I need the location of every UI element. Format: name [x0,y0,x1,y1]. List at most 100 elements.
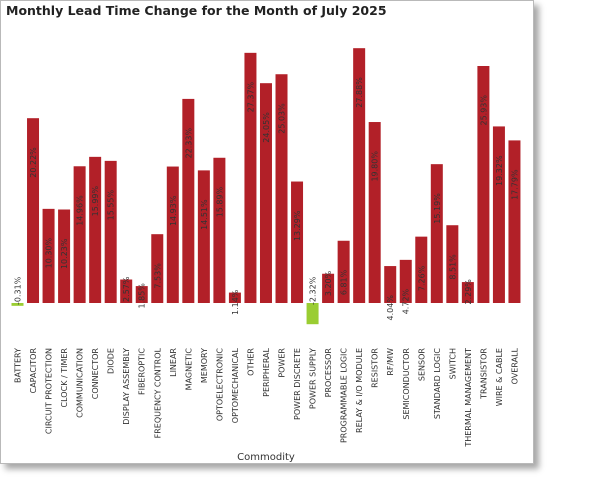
category-label-power-discrete: POWER DISCRETE [293,348,302,420]
data-label-linear: 14.93% [169,195,178,226]
data-label-magnetic: 22.33% [184,128,193,159]
bar-relay-i-o-module [353,48,366,304]
category-label-semiconductor: SEMICONDUCTOR [402,348,411,420]
chart-title: Monthly Lead Time Change for the Month o… [6,3,387,18]
data-label-optoelectronic: 15.89% [215,186,224,217]
category-label-power: POWER [278,348,287,378]
category-label-circuit-protection: CIRCUIT PROTECTION [45,348,54,434]
data-label-fiberoptic: 1.85% [138,283,147,309]
category-label-overall: OVERALL [510,347,519,384]
category-label-linear: LINEAR [169,348,178,377]
data-label-overall: 17.79% [510,169,519,200]
bar-optoelectronic [213,157,226,303]
category-label-optomechanical: OPTOMECHANICAL [231,347,240,423]
category-label-standard-logic: STANDARD LOGIC [433,348,442,420]
category-label-relay-i-o-module: RELAY & I/O MODULE [355,348,364,433]
bar-wire-cable [492,126,505,303]
category-label-connector: CONNECTOR [91,348,100,400]
bar-power [275,74,288,303]
data-label-communication: 14.96% [76,195,85,226]
bar-thermal-management [461,282,474,303]
bar-standard-logic [430,164,443,303]
data-label-peripheral: 24.05% [262,112,271,143]
bar-rf-mw [384,266,397,303]
data-label-switch: 8.51% [448,254,457,280]
bar-frequency-control [151,234,164,303]
bar-battery [11,303,24,306]
category-label-fiberoptic: FIBEROPTIC [138,348,147,395]
category-label-thermal-management: THERMAL MANAGEMENT [464,348,473,448]
category-label-clock-timer: CLOCK / TIMER [60,348,69,408]
bar-circuit-protection [42,208,55,303]
category-label-memory: MEMORY [200,348,209,383]
category-label-other: OTHER [246,348,255,376]
data-label-diode: 15.55% [107,189,116,220]
data-label-circuit-protection: 10.30% [45,237,54,268]
data-label-resistor: 19.80% [371,151,380,182]
category-label-magnetic: MAGNETIC [184,348,193,391]
data-label-semiconductor: 4.72% [402,288,411,314]
data-label-power-supply: -2.32% [309,276,318,305]
bar-processor [322,273,335,303]
data-label-sensor: 7.26% [417,265,426,291]
data-label-battery: -0.31% [14,276,23,305]
bar-power-supply [306,303,319,325]
bar-power-discrete [291,181,304,303]
bar-diode [104,160,117,303]
data-label-wire-cable: 19.32% [495,155,504,186]
category-label-battery: BATTERY [14,348,23,383]
bar-other [244,52,257,304]
data-label-other: 27.37% [246,81,255,112]
bar-transistor [477,66,490,303]
category-label-processor: PROCESSOR [324,348,333,398]
category-label-programmable-logic: PROGRAMMABLE LOGIC [340,348,349,443]
category-label-transistor: TRANSISTOR [479,348,488,400]
bar-switch [446,225,459,303]
data-label-processor: 3.20% [324,270,333,296]
data-label-power: 25.03% [278,103,287,134]
bar-display-assembly [120,279,133,303]
data-label-transistor: 25.93% [479,95,488,126]
bar-semiconductor [399,259,412,303]
x-axis-title: Commodity [237,452,295,463]
category-label-diode: DIODE [107,348,116,374]
category-label-optoelectronic: OPTOELECTRONIC [215,348,224,422]
data-label-display-assembly: 2.57% [122,276,131,302]
category-label-display-assembly: DISPLAY ASSEMBLY [122,348,131,425]
data-label-thermal-management: 2.29% [464,279,473,305]
category-label-resistor: RESISTOR [371,348,380,388]
category-label-peripheral: PERIPHERAL [262,347,271,396]
category-label-sensor: SENSOR [417,348,426,381]
data-label-connector: 15.99% [91,185,100,216]
data-label-frequency-control: 7.53% [153,263,162,289]
category-label-rf-mw: RF/MW [386,348,395,376]
bar-peripheral [259,83,272,304]
bar-sensor [415,236,428,303]
category-label-power-supply: POWER SUPPLY [309,348,318,409]
category-label-capacitor: CAPACITOR [29,348,38,394]
chart-plot: -0.31% 20.22% 10.30% 10.23% 14.96% 15.99% 15.5… [11,48,521,463]
bar-magnetic [182,98,195,304]
bar-memory [197,170,210,303]
data-label-capacitor: 20.22% [29,147,38,178]
data-label-optomechanical: 1.14% [231,289,240,315]
bar-capacitor [27,118,40,303]
bar-optomechanical [228,292,241,303]
data-label-relay-i-o-module: 27.88% [355,77,364,108]
data-label-power-discrete: 13.29% [293,210,302,241]
category-label-wire-cable: WIRE & CABLE [495,348,504,406]
category-label-communication: COMMUNICATION [76,348,85,418]
data-label-memory: 14.51% [200,199,209,230]
bar-communication [73,166,86,303]
data-label-clock-timer: 10.23% [60,238,69,269]
category-label-switch: SWITCH [448,348,457,379]
bar-programmable-logic [337,240,350,303]
bar-linear [166,166,179,303]
chart-frame: Monthly Lead Time Change for the Month o… [0,0,534,464]
data-label-standard-logic: 15.19% [433,193,442,224]
bar-connector [89,156,102,303]
data-label-rf-mw: 4.04% [386,295,395,321]
bar-clock-timer [58,209,71,303]
bar-overall [508,140,521,303]
bar-fiberoptic [135,286,148,303]
